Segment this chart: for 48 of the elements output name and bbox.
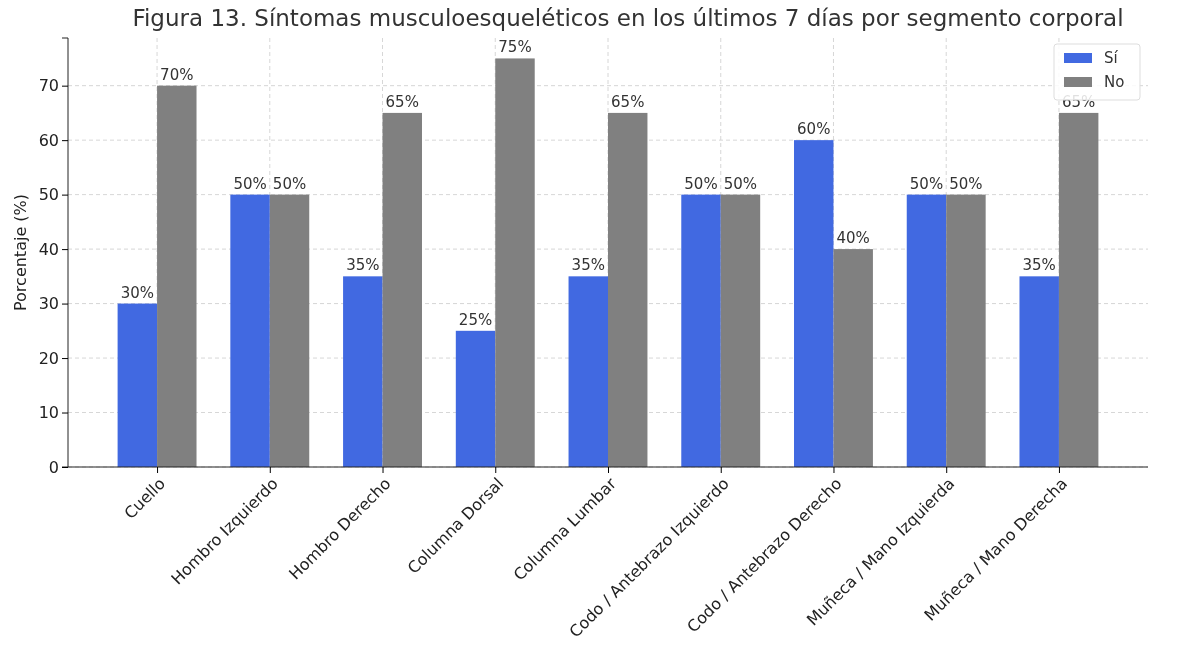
- legend-label: Sí: [1104, 49, 1119, 67]
- data-label: 50%: [684, 174, 718, 193]
- data-label: 60%: [797, 120, 831, 139]
- y-tick-label: 40: [38, 239, 59, 259]
- data-label: 35%: [1022, 256, 1056, 275]
- legend-label: No: [1104, 73, 1125, 91]
- bar: [906, 194, 947, 467]
- bar: [495, 58, 535, 467]
- bar: [343, 276, 383, 467]
- data-label: 65%: [1062, 92, 1096, 111]
- bar: [117, 303, 158, 467]
- bar: [608, 112, 648, 467]
- y-tick-label: 70: [38, 76, 59, 96]
- y-tick-label: 20: [38, 348, 59, 368]
- bar: [833, 249, 873, 467]
- bar: [455, 330, 496, 467]
- bar: [568, 276, 608, 467]
- bar: [794, 140, 834, 467]
- y-tick-label: 30: [38, 294, 59, 314]
- bar: [1019, 276, 1059, 467]
- data-label: 50%: [272, 174, 307, 193]
- data-label: 65%: [611, 92, 645, 111]
- y-tick-label: 0: [48, 457, 59, 477]
- bar: [720, 194, 761, 467]
- data-label: 40%: [836, 229, 870, 248]
- data-label: 50%: [909, 174, 944, 193]
- data-label: 70%: [160, 65, 194, 84]
- data-label: 75%: [498, 38, 532, 57]
- bar: [1058, 112, 1099, 467]
- bar: [157, 85, 197, 467]
- bar: [681, 194, 721, 467]
- data-label: 50%: [723, 174, 758, 193]
- y-tick-label: 50: [38, 185, 59, 205]
- data-label: 35%: [571, 256, 605, 275]
- data-label: 65%: [385, 92, 419, 111]
- y-tick-label: 10: [38, 403, 59, 423]
- data-label: 35%: [346, 256, 380, 275]
- chart-title: Figura 13. Síntomas musculoesqueléticos en los últimos 7 días por segmento corporal: [132, 5, 1124, 31]
- bar: [946, 194, 986, 467]
- data-label: 50%: [233, 174, 267, 193]
- data-label: 30%: [120, 283, 154, 302]
- bar: [230, 194, 270, 467]
- data-label: 50%: [949, 174, 983, 193]
- y-tick-label: 60: [38, 130, 59, 150]
- y-axis-title: Porcentaje (%): [11, 193, 30, 312]
- bar: [269, 194, 310, 467]
- data-label: 25%: [458, 310, 493, 329]
- bar: [382, 112, 422, 467]
